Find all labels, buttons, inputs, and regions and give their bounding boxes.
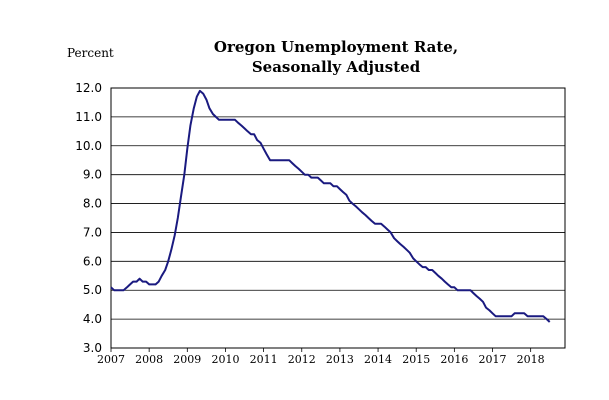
y-tick-label: 5.0	[83, 283, 102, 297]
chart-title-line2: Seasonally Adjusted	[252, 58, 421, 76]
x-tick-label: 2010	[211, 353, 239, 366]
x-tick-label: 2017	[479, 353, 507, 366]
x-tick-label: 2012	[288, 353, 316, 366]
plot-frame	[110, 87, 566, 349]
y-tick-label: 11.0	[75, 110, 102, 124]
x-tick-label: 2009	[173, 353, 201, 366]
y-tick-label: 7.0	[83, 225, 102, 239]
x-tick-label: 2014	[364, 353, 392, 366]
y-axis-label: Percent	[67, 46, 114, 60]
x-tick-label: 2013	[326, 353, 354, 366]
y-tick-label: 6.0	[83, 254, 102, 268]
x-tick-label: 2016	[440, 353, 468, 366]
gridlines	[111, 116, 565, 320]
y-tick-label: 3.0	[83, 341, 102, 355]
unemployment-rate-line	[110, 89, 551, 323]
y-tick-label: 4.0	[83, 312, 102, 326]
x-tick-marks	[110, 348, 532, 352]
x-tick-labels: 2007 2008 2009 2010 2011 2012 2013 2014 2015 2016…	[97, 353, 545, 366]
y-tick-label: 12.0	[75, 81, 102, 95]
x-tick-label: 2011	[250, 353, 278, 366]
y-tick-label: 8.0	[83, 197, 102, 211]
chart-title-line1: Oregon Unemployment Rate,	[214, 38, 458, 56]
x-tick-label: 2007	[97, 353, 125, 366]
y-tick-label: 10.0	[75, 139, 102, 153]
x-tick-label: 2008	[135, 353, 163, 366]
x-tick-label: 2015	[402, 353, 430, 366]
y-tick-label: 9.0	[83, 168, 102, 182]
x-tick-label: 2018	[517, 353, 545, 366]
y-tick-labels: 12.0 11.0 10.0 9.0 8.0 7.0 6.0 5.0 4.0 3.0	[75, 81, 102, 355]
